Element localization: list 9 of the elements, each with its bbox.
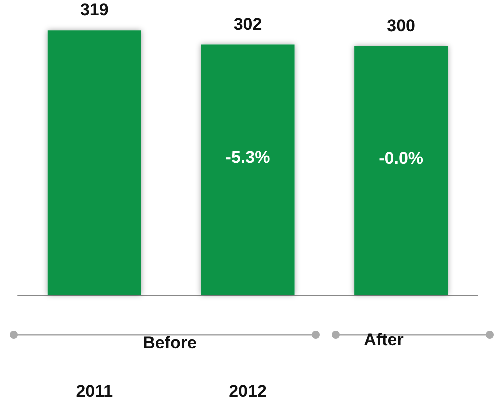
annotation: -0.0% [379,148,424,168]
data-label: 302 [234,14,262,34]
x-tick-label: 2012 [229,382,267,401]
annotation: -5.3% [226,148,270,167]
text: After [364,330,404,350]
x-tick-label: 2011 [76,382,114,401]
data-label: 300 [387,16,416,36]
text: Before [143,334,197,352]
data-label: 319 [80,0,109,20]
